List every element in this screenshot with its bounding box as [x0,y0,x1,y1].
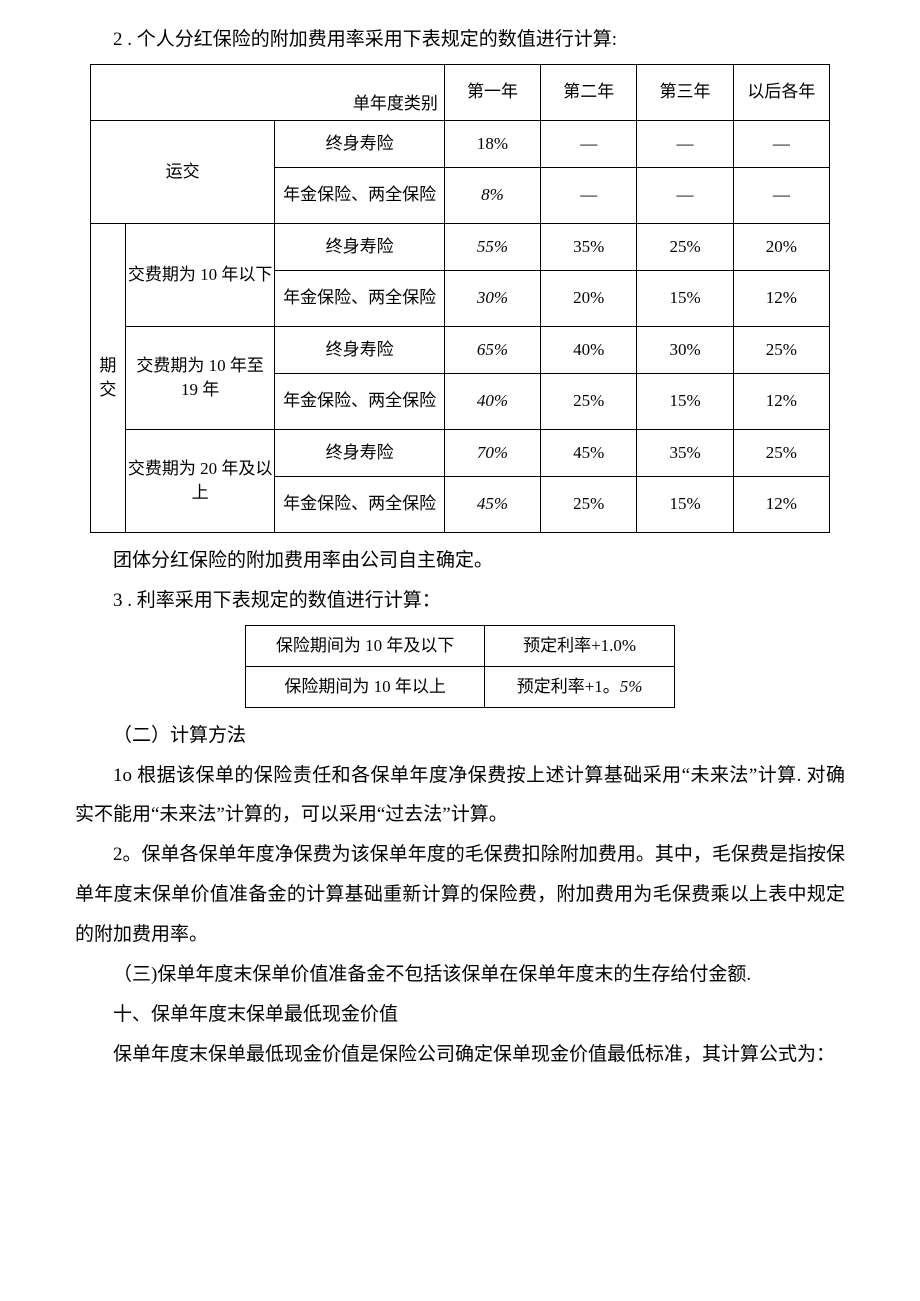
item-3-intro: 3 . 利率采用下表规定的数值进行计算： [75,581,845,621]
col-year1: 第一年 [444,64,540,120]
para-ten-body: 保单年度末保单最低现金价值是保险公司确定保单现金价值最低标准，其计算公式为： [75,1035,845,1075]
para-1o: 1o 根据该保单的保险责任和各保单年度净保费按上述计算基础采用“未来法”计算. … [75,756,845,836]
cell: 20% [733,223,829,270]
surcharge-rate-table: 单年度类别 第一年 第二年 第三年 以后各年 运交 终身寿险 18% — — —… [90,64,830,533]
cat-yunjiao: 运交 [91,120,275,223]
cell: — [733,120,829,167]
cell: 15% [637,476,733,532]
cat-qijiao: 期交 [91,223,126,532]
cell: 45% [444,476,540,532]
cell: — [541,167,637,223]
type-whole-life: 终身寿险 [275,120,445,167]
cell: 40% [444,373,540,429]
cell: — [637,167,733,223]
sub-under-10y: 交费期为 10 年以下 [125,223,275,326]
cell: 45% [541,429,637,476]
cell: — [733,167,829,223]
cell: 25% [541,476,637,532]
period-over-10y: 保险期间为 10 年以上 [246,666,485,707]
heading-calc-method: （二）计算方法 [75,716,845,756]
col-year3: 第三年 [637,64,733,120]
type-whole-life: 终身寿险 [275,223,445,270]
cell: 30% [637,326,733,373]
type-annuity: 年金保险、两全保险 [275,373,445,429]
cell: 15% [637,373,733,429]
para-2o: 2。保单各保单年度净保费为该保单年度的毛保费扣除附加费用。其中，毛保费是指按保单… [75,835,845,955]
cell: 40% [541,326,637,373]
type-annuity: 年金保险、两全保险 [275,167,445,223]
sub-10-19y: 交费期为 10 年至 19 年 [125,326,275,429]
type-whole-life: 终身寿险 [275,326,445,373]
group-insurance-note: 团体分红保险的附加费用率由公司自主确定。 [75,541,845,581]
cell: 30% [444,270,540,326]
cell: 25% [733,326,829,373]
col-year2: 第二年 [541,64,637,120]
cell: 25% [733,429,829,476]
cell: 65% [444,326,540,373]
item-2-intro: 2 . 个人分红保险的附加费用率采用下表规定的数值进行计算: [75,20,845,60]
heading-ten: 十、保单年度末保单最低现金价值 [75,995,845,1035]
cell: — [637,120,733,167]
para-item-3: （三)保单年度末保单价值准备金不包括该保单在保单年度末的生存给付金额. [75,955,845,995]
interest-rate-table: 保险期间为 10 年及以下 预定利率+1.0% 保险期间为 10 年以上 预定利… [245,625,675,708]
period-10y-under: 保险期间为 10 年及以下 [246,625,485,666]
table1-corner: 单年度类别 [91,64,445,120]
cell: 25% [637,223,733,270]
cell: 12% [733,373,829,429]
cell: 55% [444,223,540,270]
rate-over-10y: 预定利率+1。5% [485,666,675,707]
col-year4: 以后各年 [733,64,829,120]
cell: 12% [733,476,829,532]
cell: 70% [444,429,540,476]
type-annuity: 年金保险、两全保险 [275,270,445,326]
cell: 18% [444,120,540,167]
type-whole-life: 终身寿险 [275,429,445,476]
document-page: 2 . 个人分红保险的附加费用率采用下表规定的数值进行计算: 单年度类别 第一年… [0,0,920,1115]
sub-20y-plus: 交费期为 20 年及以上 [125,429,275,532]
cell: 25% [541,373,637,429]
cell: 35% [541,223,637,270]
cell: 35% [637,429,733,476]
cell: 15% [637,270,733,326]
cell: 12% [733,270,829,326]
cell: — [541,120,637,167]
cell: 20% [541,270,637,326]
type-annuity: 年金保险、两全保险 [275,476,445,532]
cell: 8% [444,167,540,223]
rate-10y-under: 预定利率+1.0% [485,625,675,666]
